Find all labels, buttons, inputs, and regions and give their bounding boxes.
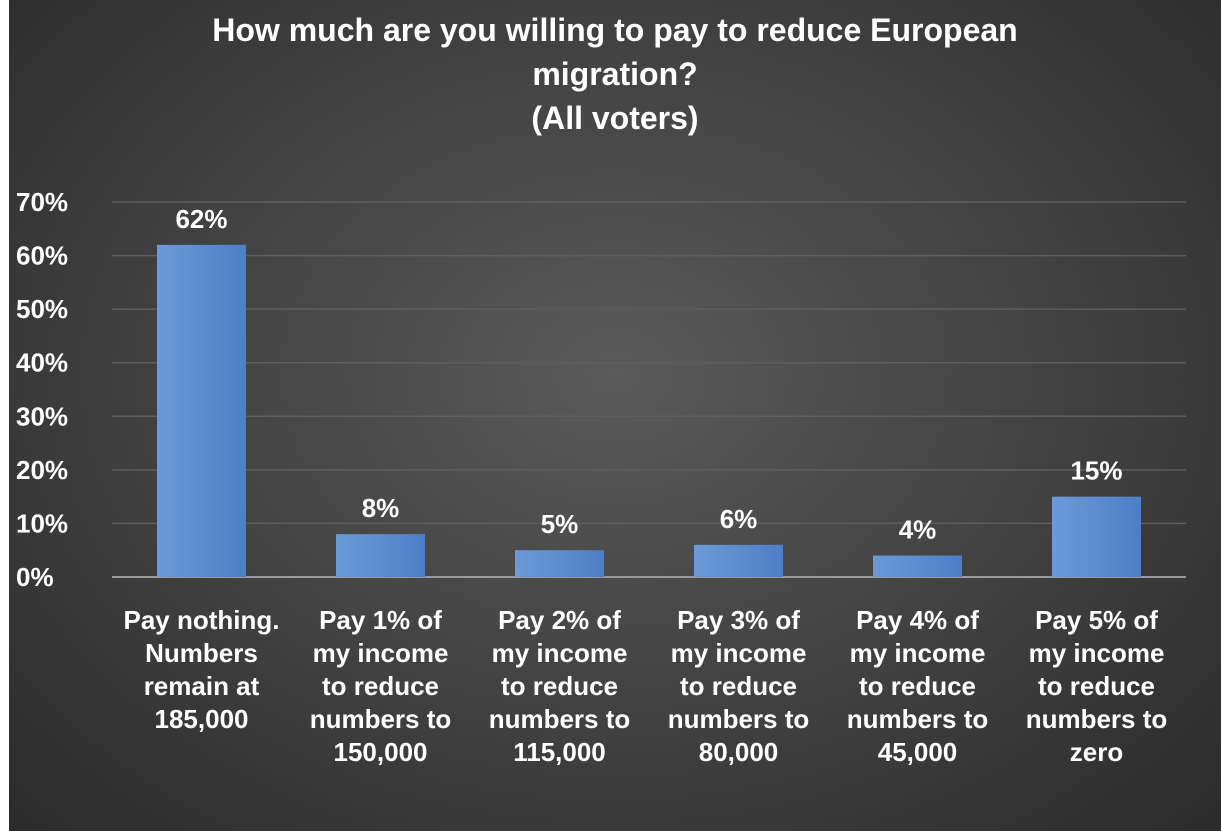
x-category-label-line: my income bbox=[312, 638, 449, 668]
x-category-label-line: numbers to bbox=[667, 704, 810, 734]
x-category-label-line: numbers to bbox=[488, 704, 631, 734]
x-category-label-line: numbers to bbox=[1025, 704, 1168, 734]
x-category-label-line: remain at bbox=[143, 671, 260, 701]
y-tick-label: 60% bbox=[16, 241, 68, 271]
x-category-label: Pay 3% of my income to reduce numbers to 80,… bbox=[650, 604, 828, 769]
data-label: 62% bbox=[175, 204, 227, 234]
x-category-label: Pay 5% of my income to reduce numbers to zer… bbox=[1008, 604, 1186, 769]
x-category-label-line: Pay 1% of bbox=[319, 605, 442, 635]
y-tick-label: 20% bbox=[16, 455, 68, 485]
x-category-label-line: 80,000 bbox=[698, 737, 779, 767]
x-category-label-line: my income bbox=[491, 638, 628, 668]
y-tick-label: 0% bbox=[16, 562, 54, 592]
y-tick-label: 30% bbox=[16, 401, 68, 431]
x-category-label-line: 45,000 bbox=[877, 737, 958, 767]
chart-title-line-1: How much are you willing to pay to reduc… bbox=[212, 12, 1018, 48]
x-category-label-line: to reduce bbox=[1037, 671, 1156, 701]
x-category-label-line: Pay 5% of bbox=[1035, 605, 1158, 635]
x-category-label-line: 185,000 bbox=[154, 704, 249, 734]
y-tick-label: 10% bbox=[16, 508, 68, 538]
x-category-label: Pay 2% of my income to reduce numbers to 115… bbox=[471, 604, 649, 769]
data-label: 4% bbox=[899, 515, 937, 545]
chart-frame: How much are you willing to pay to reduc… bbox=[9, 0, 1221, 831]
y-tick-label: 40% bbox=[16, 348, 68, 378]
bar bbox=[694, 544, 783, 577]
x-category-label-line: to reduce bbox=[321, 671, 440, 701]
x-category-label-line: my income bbox=[1028, 638, 1165, 668]
bar-chart: 0% 10% 20% 30% 40% 50% 60% 70% 62% 8% 5% 6% 4% 15% bbox=[16, 187, 1186, 592]
data-label: 15% bbox=[1070, 456, 1122, 486]
chart-title: How much are you willing to pay to reduc… bbox=[9, 8, 1221, 140]
x-category-label: Pay 4% of my income to reduce numbers to 45,… bbox=[829, 604, 1007, 769]
x-category-label-line: Numbers bbox=[145, 638, 258, 668]
y-tick-label: 50% bbox=[16, 294, 68, 324]
data-label: 5% bbox=[541, 509, 579, 539]
x-category-label-line: 115,000 bbox=[513, 737, 606, 767]
bar bbox=[873, 555, 962, 577]
bar bbox=[1052, 496, 1141, 577]
chart-title-line-3: (All voters) bbox=[531, 100, 699, 136]
x-category-label-line: to reduce bbox=[679, 671, 798, 701]
x-category-label: Pay nothing. Numbers remain at 185,000 bbox=[113, 604, 291, 736]
x-category-label-line: Pay 4% of bbox=[856, 605, 979, 635]
bar bbox=[157, 244, 246, 577]
y-tick-label: 70% bbox=[16, 187, 68, 217]
x-category-label-line: Pay 3% of bbox=[677, 605, 800, 635]
x-category-label: Pay 1% of my income to reduce numbers to 150… bbox=[292, 604, 470, 769]
x-category-label-line: numbers to bbox=[846, 704, 989, 734]
x-category-label-line: to reduce bbox=[858, 671, 977, 701]
x-category-label-line: 150,000 bbox=[333, 737, 428, 767]
x-category-label-line: Pay nothing. bbox=[123, 605, 280, 635]
x-category-label-line: to reduce bbox=[500, 671, 619, 701]
x-category-label-line: my income bbox=[670, 638, 807, 668]
x-category-label-line: my income bbox=[849, 638, 986, 668]
x-category-label-line: Pay 2% of bbox=[498, 605, 621, 635]
x-category-label-line: zero bbox=[1069, 737, 1124, 767]
bar bbox=[336, 534, 425, 577]
bar bbox=[515, 550, 604, 577]
chart-title-line-2: migration? bbox=[532, 56, 698, 92]
x-category-label-line: numbers to bbox=[309, 704, 452, 734]
data-label: 6% bbox=[720, 504, 758, 534]
data-label: 8% bbox=[362, 493, 400, 523]
